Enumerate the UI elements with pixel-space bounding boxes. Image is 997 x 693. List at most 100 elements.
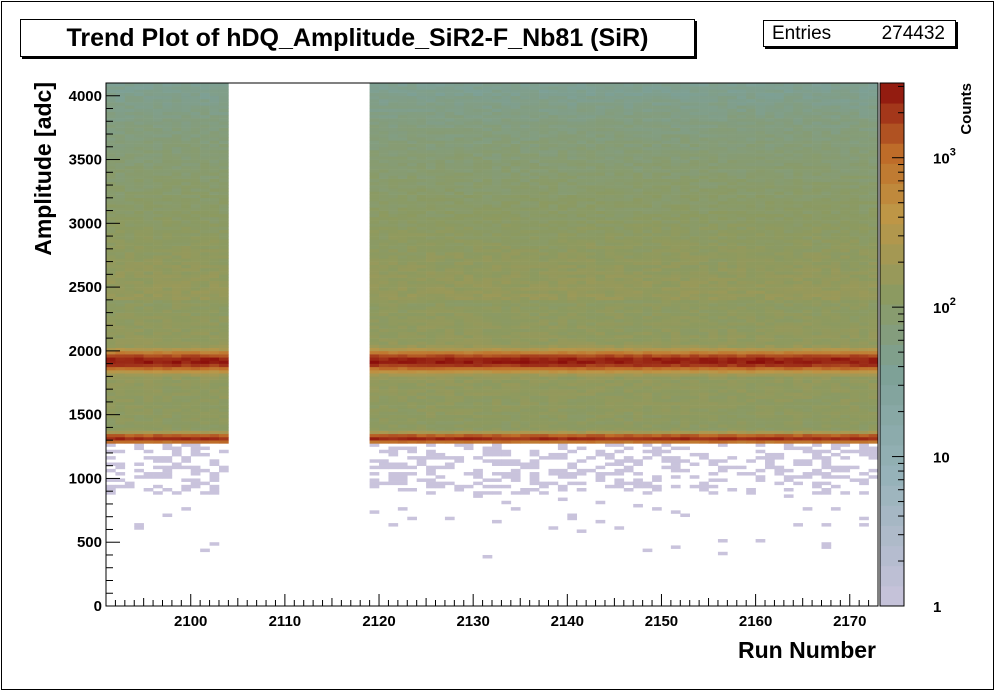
- heatmap-cell: [473, 178, 483, 183]
- heatmap-cell: [416, 252, 427, 256]
- heatmap-cell: [482, 127, 493, 132]
- heatmap-cell: [595, 424, 606, 428]
- heatmap-cell: [153, 245, 163, 250]
- heatmap-cell: [463, 433, 474, 438]
- heatmap-cell: [633, 350, 643, 355]
- heatmap-cell: [520, 354, 530, 358]
- heatmap-cell: [106, 315, 116, 320]
- heatmap-cell: [595, 242, 606, 246]
- heatmap-cell: [190, 344, 201, 348]
- heatmap-cell: [482, 204, 493, 208]
- heatmap-cell: [388, 283, 399, 288]
- heatmap-cell: [557, 264, 568, 269]
- heatmap-cell: [397, 220, 408, 224]
- heatmap-cell: [463, 303, 474, 307]
- heatmap-cell: [124, 401, 135, 406]
- heatmap-cell: [153, 156, 163, 160]
- heatmap-cell: [218, 172, 229, 176]
- heatmap-cell: [576, 236, 587, 240]
- heatmap-cell: [586, 108, 596, 112]
- heatmap-cell: [557, 146, 568, 151]
- heatmap-cell: [162, 185, 173, 189]
- heatmap-cell: [435, 303, 446, 307]
- heatmap-cell: [473, 267, 483, 272]
- heatmap-cell: [492, 140, 502, 144]
- heatmap-cell: [143, 318, 154, 323]
- heatmap-cell: [143, 347, 154, 352]
- heatmap-cell: [416, 223, 427, 227]
- heatmap-cell: [153, 315, 163, 320]
- heatmap-cell: [444, 274, 455, 278]
- heatmap-cell: [492, 421, 502, 425]
- heatmap-cell: [548, 318, 559, 323]
- heatmap-cell: [586, 194, 596, 199]
- heatmap-cell: [567, 436, 578, 441]
- heatmap-cell: [106, 156, 116, 160]
- heatmap-cell: [614, 484, 625, 489]
- heatmap-cell: [548, 440, 559, 444]
- heatmap-cell: [548, 341, 559, 345]
- heatmap-cell: [539, 207, 549, 211]
- heatmap-cell: [134, 440, 144, 444]
- heatmap-cell: [426, 271, 436, 275]
- heatmap-cell: [171, 207, 182, 211]
- heatmap-cell: [426, 149, 436, 154]
- heatmap-cell: [623, 118, 634, 122]
- heatmap-cell: [473, 280, 483, 285]
- heatmap-cell: [614, 433, 625, 438]
- heatmap-cell: [444, 204, 455, 208]
- heatmap-cell: [369, 344, 380, 348]
- heatmap-cell: [143, 172, 154, 176]
- heatmap-cell: [426, 491, 436, 495]
- heatmap-cell: [576, 153, 587, 157]
- heatmap-cell: [604, 245, 615, 250]
- heatmap-cell: [482, 185, 493, 189]
- heatmap-cell: [623, 322, 634, 326]
- heatmap-cell: [171, 134, 182, 138]
- heatmap-cell: [604, 280, 615, 285]
- heatmap-cell: [444, 258, 455, 262]
- heatmap-cell: [454, 331, 465, 336]
- heatmap-cell: [209, 146, 220, 151]
- heatmap-cell: [482, 146, 493, 151]
- heatmap-cell: [586, 255, 596, 259]
- heatmap-cell: [190, 159, 201, 164]
- heatmap-cell: [557, 312, 568, 317]
- heatmap-cell: [614, 95, 625, 100]
- heatmap-cell: [482, 357, 493, 361]
- heatmap-cell: [473, 200, 483, 205]
- heatmap-cell: [520, 188, 530, 192]
- heatmap-cell: [162, 175, 173, 179]
- heatmap-cell: [124, 229, 135, 234]
- heatmap-cell: [614, 414, 625, 419]
- heatmap-cell: [539, 178, 549, 183]
- heatmap-cell: [520, 491, 530, 495]
- heatmap-cell: [143, 456, 154, 460]
- heatmap-cell: [209, 143, 220, 148]
- heatmap-cell: [463, 287, 474, 291]
- heatmap-cell: [510, 159, 521, 164]
- heatmap-cell: [614, 255, 625, 259]
- heatmap-cell: [548, 472, 559, 476]
- heatmap-cell: [153, 440, 163, 444]
- heatmap-cell: [115, 137, 126, 141]
- heatmap-cell: [444, 424, 455, 428]
- heatmap-cell: [124, 191, 135, 195]
- heatmap-cell: [171, 83, 182, 87]
- heatmap-cell: [623, 408, 634, 412]
- heatmap-cell: [539, 156, 549, 160]
- heatmap-cell: [473, 248, 483, 253]
- heatmap-cell: [614, 379, 625, 384]
- heatmap-cell: [473, 424, 483, 428]
- heatmap-cell: [369, 408, 380, 412]
- heatmap-cell: [463, 354, 474, 358]
- heatmap-cell: [576, 395, 587, 400]
- heatmap-cell: [463, 296, 474, 301]
- heatmap-cell: [181, 159, 192, 164]
- heatmap-cell: [134, 108, 144, 112]
- heatmap-cell: [510, 334, 521, 339]
- heatmap-cell: [218, 98, 229, 103]
- heatmap-cell: [153, 86, 163, 90]
- heatmap-cell: [463, 149, 474, 154]
- heatmap-cell: [567, 188, 578, 192]
